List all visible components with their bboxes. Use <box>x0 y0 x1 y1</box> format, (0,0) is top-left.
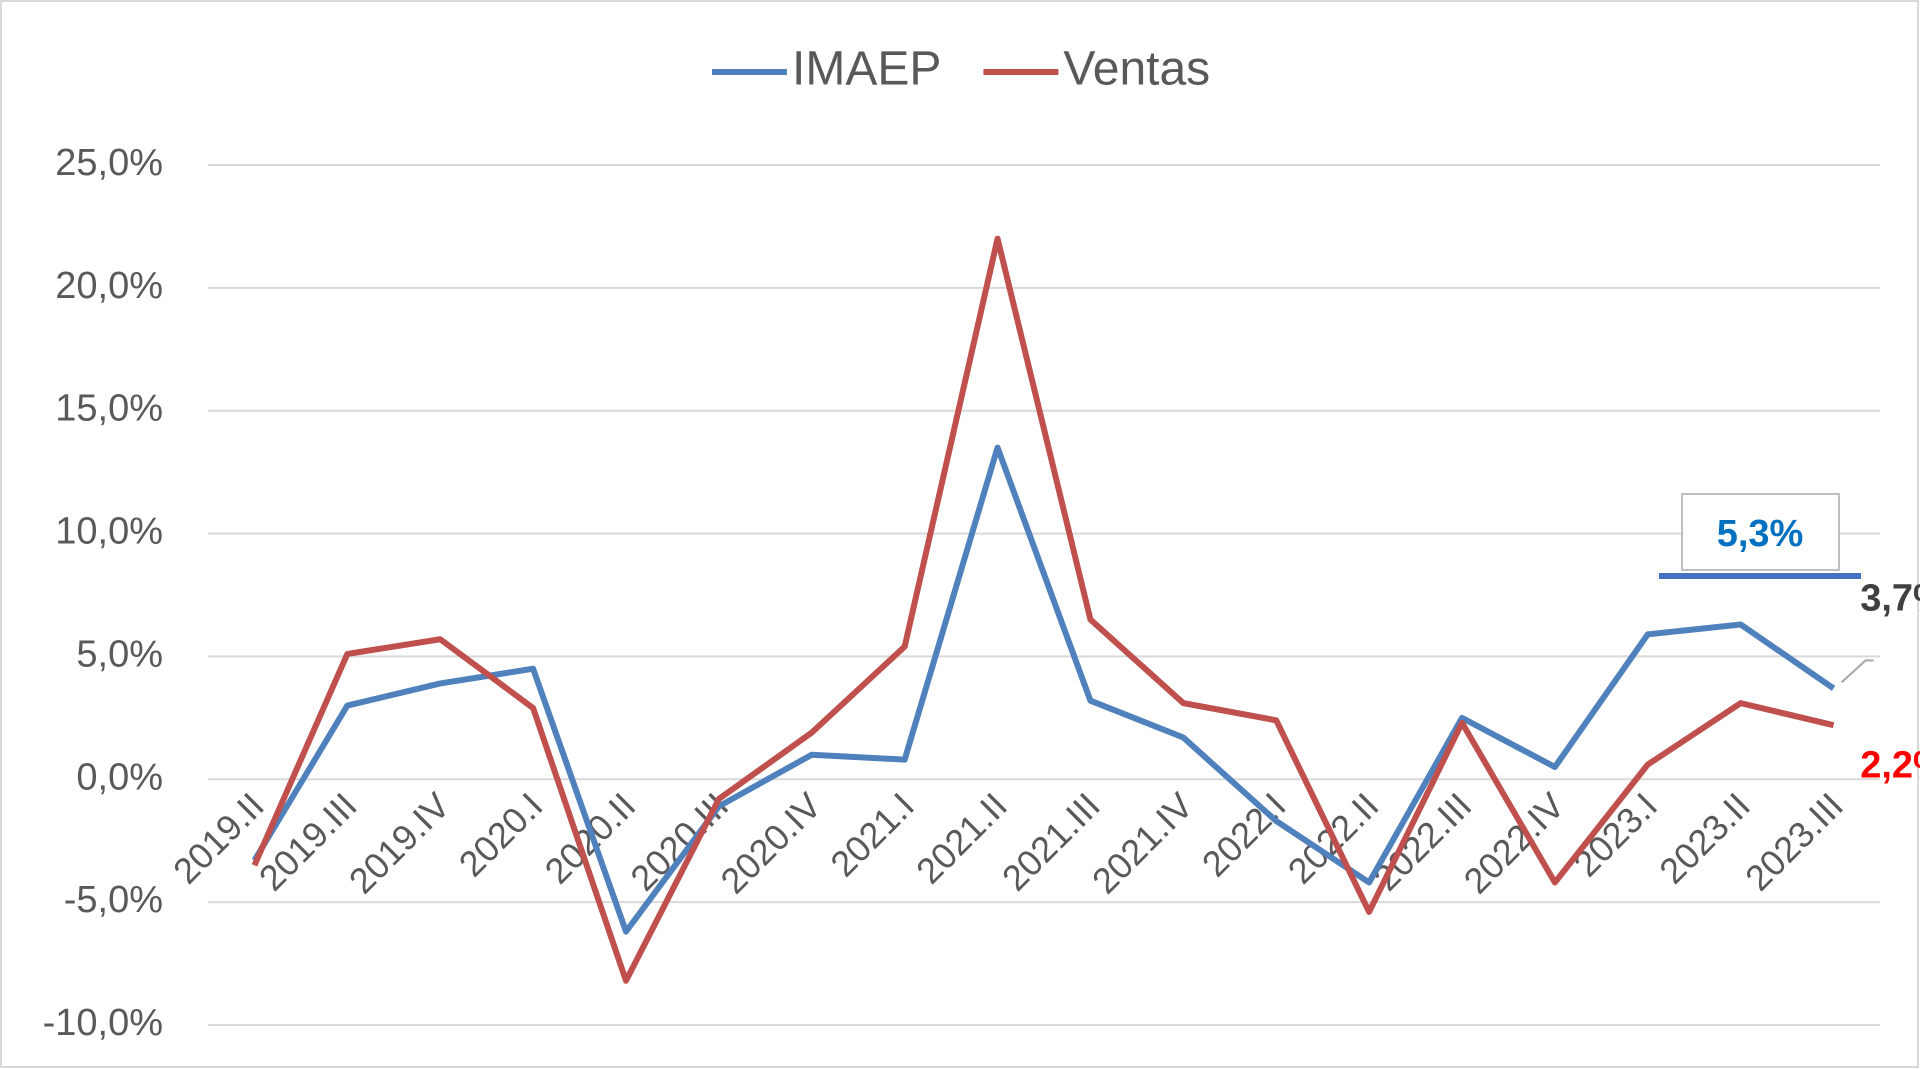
y-tick-label: -5,0% <box>64 879 163 921</box>
y-tick-label: 25,0% <box>55 142 163 184</box>
y-tick-label: 15,0% <box>55 388 163 430</box>
data-label: 2,2% <box>1860 744 1920 786</box>
y-tick-label: 20,0% <box>55 265 163 307</box>
leader-line <box>1840 659 1874 684</box>
y-tick-label: 0,0% <box>76 756 163 798</box>
y-tick-label: 5,0% <box>76 633 163 675</box>
series-line <box>251 235 1835 984</box>
series-line <box>251 444 1836 935</box>
y-tick-label: 10,0% <box>55 511 163 553</box>
annotation: 5,3% <box>1717 513 1804 555</box>
y-tick-label: -10,0% <box>43 1002 163 1044</box>
legend-label: IMAEP <box>792 43 941 96</box>
data-label: 3,7% <box>1860 577 1920 619</box>
legend-label: Ventas <box>1063 43 1210 96</box>
annotation-box <box>1681 493 1840 571</box>
